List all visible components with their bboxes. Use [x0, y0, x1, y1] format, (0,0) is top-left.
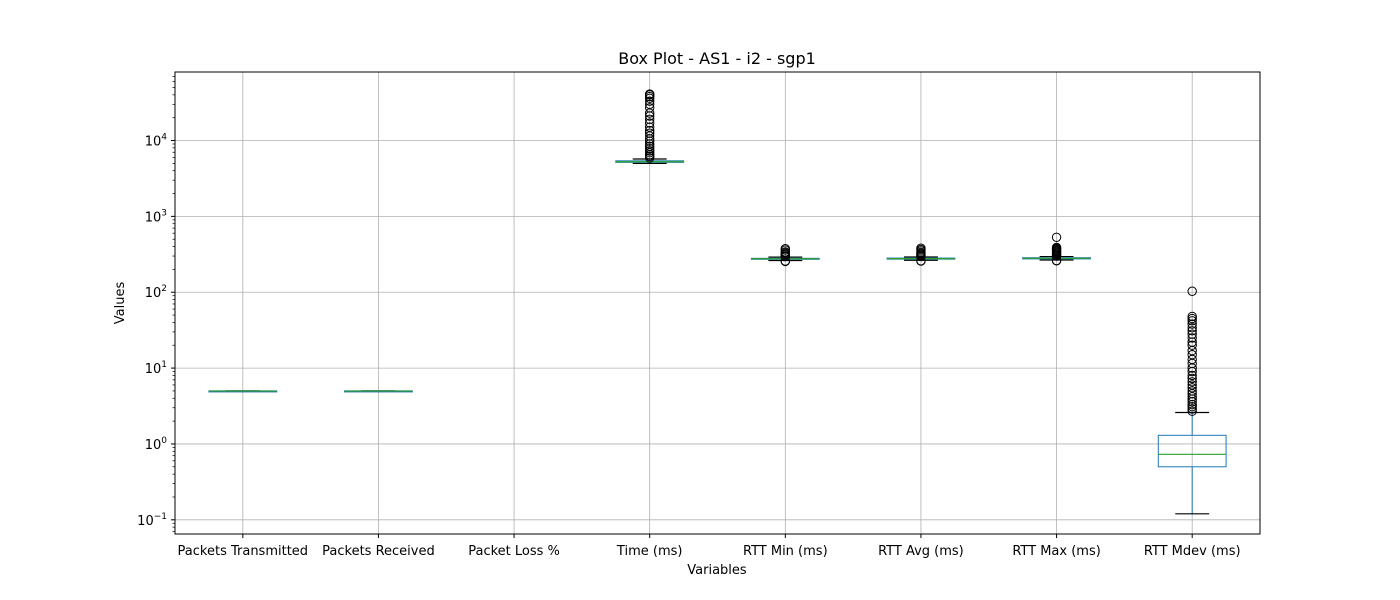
outlier-point [1051, 242, 1062, 253]
outlier-point [644, 143, 655, 154]
outlier-point [1187, 311, 1197, 322]
outlier-point [1187, 323, 1197, 333]
y-axis-title: Values [113, 282, 128, 325]
x-tick-label: RTT Mdev (ms) [1144, 544, 1241, 559]
box-rtt-avg-ms [886, 243, 956, 266]
outlier-point [1187, 316, 1197, 326]
y-tick-label: 103 [145, 208, 167, 225]
x-tick-label: RTT Min (ms) [743, 544, 828, 559]
outlier-point [1187, 377, 1197, 387]
y-tick-label: 10−1 [137, 512, 167, 529]
x-tick-label: Packet Loss % [468, 544, 560, 559]
outlier-point [1187, 406, 1197, 416]
outlier-point [1187, 329, 1197, 339]
box-time-ms [615, 89, 685, 164]
outlier-point [644, 128, 655, 138]
x-tick-label: Packets Received [322, 544, 435, 559]
outlier-point [644, 122, 655, 132]
x-tick-label: RTT Avg (ms) [878, 544, 964, 559]
outlier-point [1187, 383, 1197, 393]
chart-title: Box Plot - AS1 - i2 - sgp1 [618, 49, 816, 68]
outlier-point [1187, 370, 1197, 381]
outlier-point [1187, 286, 1197, 296]
y-tick-label: 104 [145, 133, 168, 150]
grid-lines [175, 72, 1260, 534]
x-axis-title: Variables [687, 563, 747, 578]
y-tick-label: 101 [145, 360, 167, 377]
plot-area-frame [174, 71, 1261, 535]
outlier-point [916, 243, 926, 253]
outlier-point [1187, 340, 1197, 350]
outlier-point [644, 146, 655, 156]
outlier-point [1187, 380, 1197, 390]
y-axis: 10−1 100 101 102 103 104 [137, 76, 175, 532]
outlier-point [1187, 373, 1197, 384]
box-rtt-max-ms [1022, 232, 1091, 266]
outlier-point [644, 114, 655, 125]
outlier-point [1051, 232, 1062, 242]
box-rtt-min-ms [750, 243, 820, 267]
iqr-box [1157, 434, 1227, 468]
outlier-point [644, 99, 655, 110]
box-packets-transmitted [208, 390, 278, 393]
outlier-point [1187, 333, 1197, 343]
outlier-point [644, 96, 655, 106]
y-tick-label: 100 [145, 436, 168, 453]
outlier-point [644, 89, 655, 99]
x-tick-label: Time (ms) [616, 544, 683, 559]
outlier-point [1187, 319, 1197, 329]
box-rtt-mdev-ms [1157, 286, 1227, 515]
x-tick-label: Packets Transmitted [178, 544, 309, 559]
outlier-point [1187, 313, 1197, 324]
outlier-point [644, 125, 655, 136]
y-tick-label: 102 [145, 284, 167, 301]
outlier-point [644, 118, 655, 128]
outlier-point [780, 243, 791, 254]
outlier-point [1187, 404, 1197, 414]
outlier-point [1187, 350, 1197, 360]
outlier-point [1187, 386, 1197, 396]
x-tick-label: RTT Max (ms) [1012, 544, 1100, 559]
outlier-point [644, 103, 655, 113]
box-packets-received [344, 390, 413, 393]
outlier-point [1187, 326, 1197, 336]
box-series [208, 89, 1227, 515]
x-axis: Packets Transmitted Packets Received Packe… [178, 534, 1241, 559]
outlier-point [644, 141, 655, 151]
